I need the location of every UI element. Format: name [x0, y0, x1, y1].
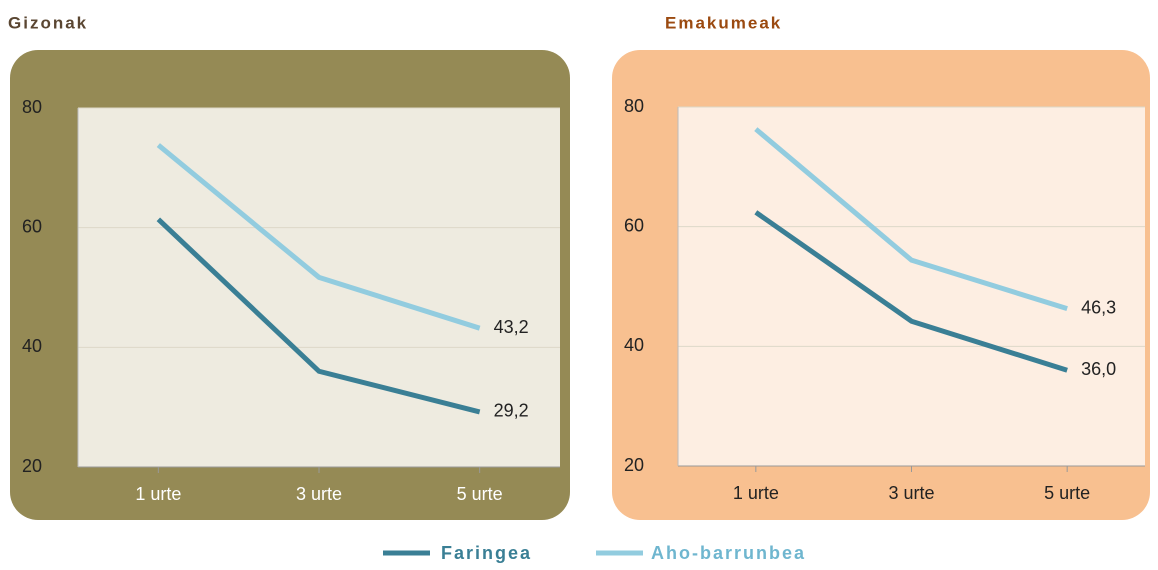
x-tick-label: 1 urte — [733, 483, 779, 503]
legend-label: Aho-barrunbea — [651, 543, 806, 563]
y-tick-label: 40 — [22, 336, 42, 356]
chart-title: Gizonak — [8, 13, 88, 32]
x-tick-label: 3 urte — [296, 484, 342, 504]
legend-label: Faringea — [441, 543, 532, 563]
y-tick-label: 20 — [22, 456, 42, 476]
line — [754, 127, 1068, 312]
x-tick-label: 5 urte — [1044, 483, 1090, 503]
plot-area — [678, 107, 1145, 466]
line — [156, 217, 481, 415]
x-tick-label: 1 urte — [135, 484, 181, 504]
x-tick-label: 3 urte — [888, 483, 934, 503]
y-tick-label: 40 — [624, 335, 644, 355]
x-tick-label: 5 urte — [457, 484, 503, 504]
data-label: 29,2 — [494, 401, 529, 421]
y-tick-label: 20 — [624, 455, 644, 475]
y-tick-label: 60 — [22, 216, 42, 236]
line — [156, 143, 481, 331]
y-tick-label: 80 — [624, 96, 644, 116]
data-label: 46,3 — [1081, 297, 1116, 317]
y-tick-label: 80 — [22, 97, 42, 117]
y-tick-label: 60 — [624, 215, 644, 235]
data-label: 36,0 — [1081, 359, 1116, 379]
line — [754, 210, 1068, 373]
chart-title: Emakumeak — [665, 13, 782, 32]
plot-area — [78, 108, 560, 467]
data-label: 43,2 — [494, 317, 529, 337]
